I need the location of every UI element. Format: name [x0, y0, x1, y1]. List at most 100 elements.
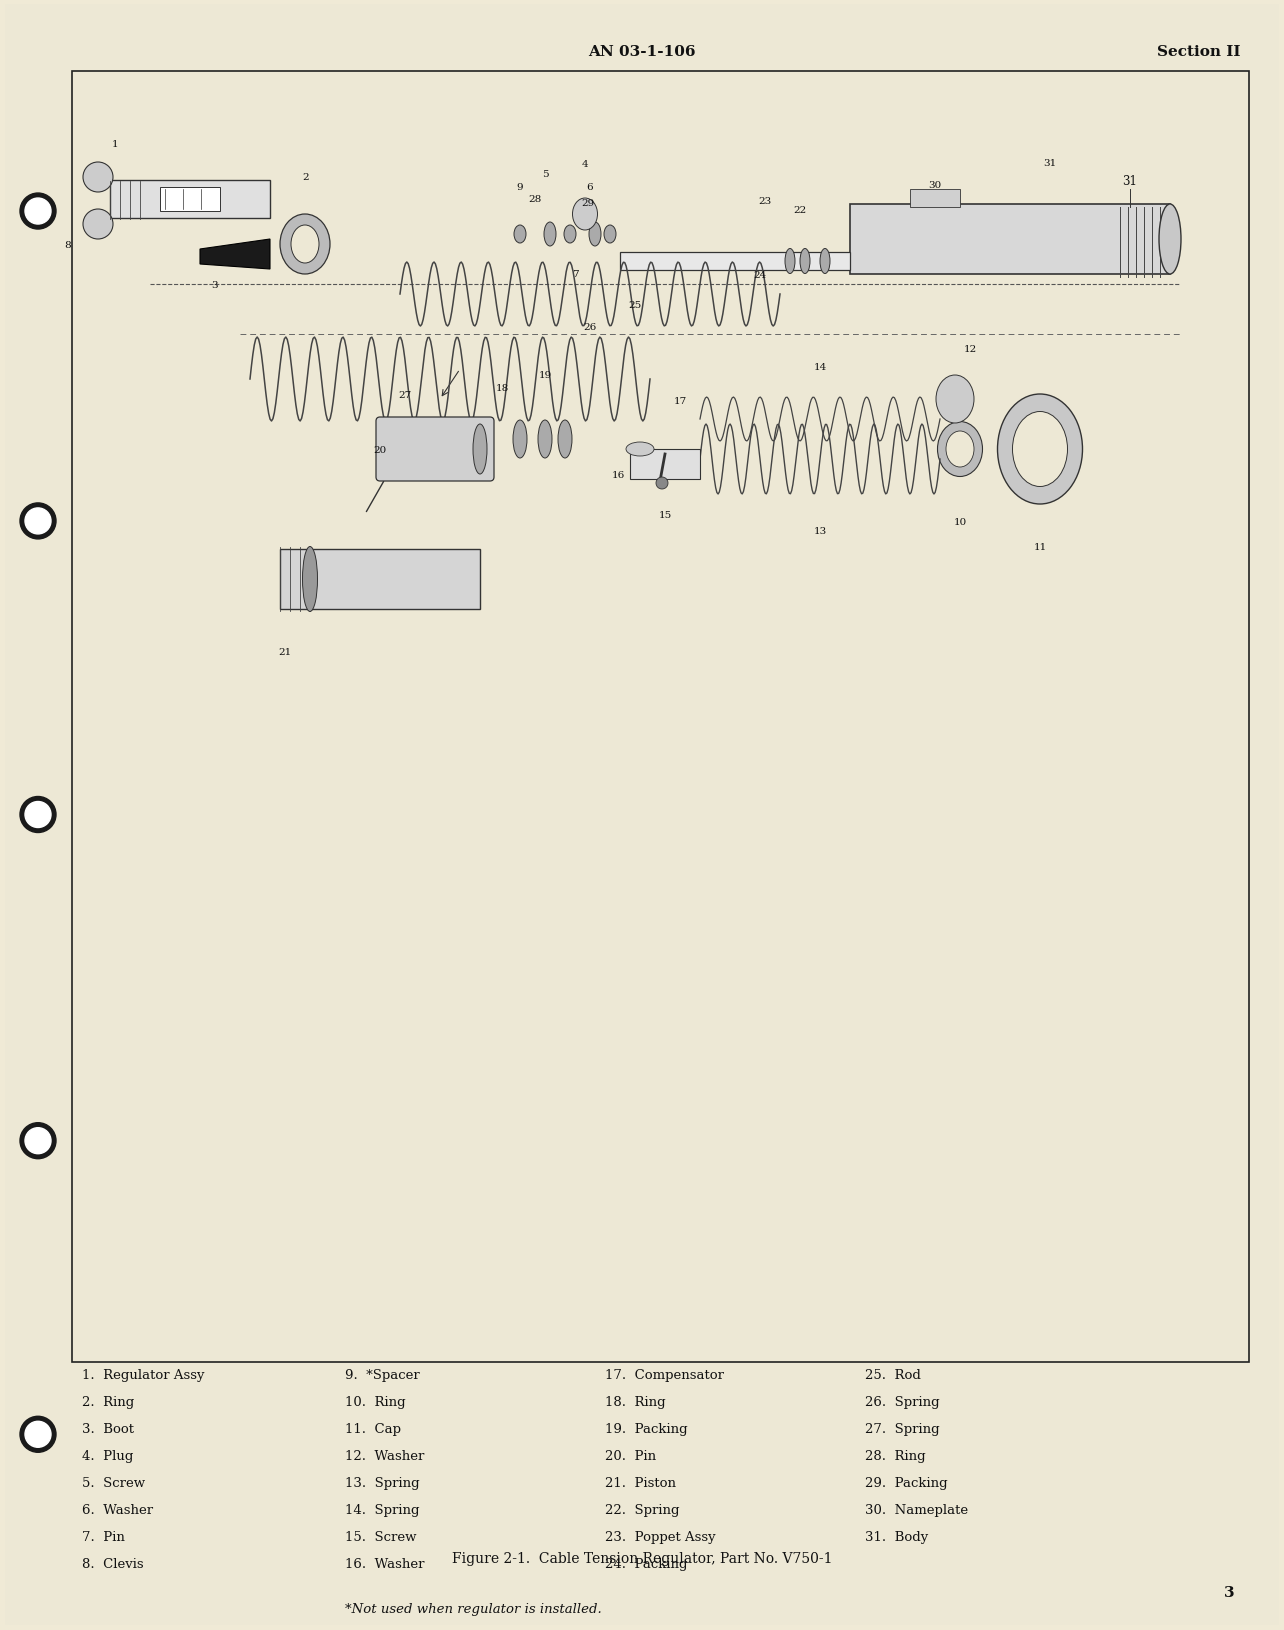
Text: 31: 31	[1122, 174, 1138, 187]
Text: 30.  Nameplate: 30. Nameplate	[865, 1503, 968, 1516]
Ellipse shape	[820, 249, 829, 274]
Ellipse shape	[1013, 412, 1067, 487]
FancyBboxPatch shape	[850, 205, 1170, 275]
Ellipse shape	[627, 443, 654, 456]
Text: 3: 3	[212, 282, 218, 290]
Circle shape	[24, 1128, 51, 1154]
Text: 24: 24	[754, 271, 767, 279]
Ellipse shape	[544, 223, 556, 246]
Text: 18.  Ring: 18. Ring	[605, 1395, 665, 1408]
Text: 27.  Spring: 27. Spring	[865, 1423, 940, 1436]
Text: 5.  Screw: 5. Screw	[82, 1477, 145, 1490]
Text: 8: 8	[64, 240, 72, 249]
Text: 20: 20	[374, 445, 386, 455]
Ellipse shape	[937, 422, 982, 478]
Text: 21.  Piston: 21. Piston	[605, 1477, 675, 1490]
Text: 3.  Boot: 3. Boot	[82, 1423, 134, 1436]
Text: 11: 11	[1034, 543, 1046, 551]
Text: 14: 14	[813, 363, 827, 372]
Text: 1.  Regulator Assy: 1. Regulator Assy	[82, 1369, 204, 1382]
Text: 6: 6	[587, 183, 593, 191]
Ellipse shape	[564, 227, 577, 244]
FancyBboxPatch shape	[5, 5, 1279, 1625]
Text: 23.  Poppet Assy: 23. Poppet Assy	[605, 1531, 715, 1544]
Ellipse shape	[1159, 205, 1181, 275]
Text: 4: 4	[582, 160, 588, 168]
Text: 22: 22	[794, 205, 806, 215]
Ellipse shape	[291, 227, 318, 264]
Text: 23: 23	[759, 197, 772, 207]
Circle shape	[24, 802, 51, 828]
Text: 7.  Pin: 7. Pin	[82, 1531, 125, 1544]
Circle shape	[24, 1421, 51, 1447]
Circle shape	[21, 1416, 56, 1452]
Circle shape	[83, 210, 113, 240]
FancyBboxPatch shape	[620, 253, 850, 271]
Ellipse shape	[559, 421, 571, 458]
Ellipse shape	[303, 548, 317, 613]
Text: 13.  Spring: 13. Spring	[345, 1477, 420, 1490]
Text: 11.  Cap: 11. Cap	[345, 1423, 401, 1436]
Text: 17.  Compensator: 17. Compensator	[605, 1369, 724, 1382]
Text: 24.  Packing: 24. Packing	[605, 1558, 687, 1571]
Text: 21: 21	[279, 647, 291, 657]
Text: 10: 10	[954, 517, 967, 526]
Text: 31: 31	[1044, 158, 1057, 168]
Text: 9.  *Spacer: 9. *Spacer	[345, 1369, 420, 1382]
Text: 15: 15	[659, 510, 672, 520]
FancyBboxPatch shape	[630, 450, 700, 479]
Text: 29: 29	[582, 199, 594, 207]
Text: 18: 18	[496, 383, 508, 393]
Text: 16.  Washer: 16. Washer	[345, 1558, 425, 1571]
Ellipse shape	[514, 227, 526, 244]
Circle shape	[24, 509, 51, 535]
Text: 4.  Plug: 4. Plug	[82, 1449, 134, 1462]
Circle shape	[21, 1123, 56, 1159]
Text: 17: 17	[673, 398, 687, 406]
FancyBboxPatch shape	[160, 187, 220, 212]
Circle shape	[83, 163, 113, 192]
Text: 13: 13	[813, 526, 827, 536]
FancyBboxPatch shape	[910, 189, 960, 209]
Ellipse shape	[946, 432, 975, 468]
Text: *Not used when regulator is installed.: *Not used when regulator is installed.	[345, 1602, 602, 1615]
Text: 25.  Rod: 25. Rod	[865, 1369, 921, 1382]
Ellipse shape	[538, 421, 552, 458]
Text: 30: 30	[928, 181, 941, 189]
FancyBboxPatch shape	[376, 417, 494, 482]
Text: 10.  Ring: 10. Ring	[345, 1395, 406, 1408]
Circle shape	[21, 194, 56, 230]
FancyBboxPatch shape	[72, 72, 1249, 1363]
Text: 1: 1	[112, 140, 118, 148]
Text: 26: 26	[583, 323, 597, 331]
Text: 25: 25	[628, 300, 642, 310]
Ellipse shape	[603, 227, 616, 244]
Text: 2.  Ring: 2. Ring	[82, 1395, 135, 1408]
Ellipse shape	[800, 249, 810, 274]
Ellipse shape	[280, 215, 330, 275]
Text: 19.  Packing: 19. Packing	[605, 1423, 688, 1436]
Text: Section II: Section II	[1157, 46, 1240, 59]
Ellipse shape	[573, 199, 597, 231]
Text: 12.  Washer: 12. Washer	[345, 1449, 425, 1462]
Text: AN 03-1-106: AN 03-1-106	[588, 46, 696, 59]
Text: 19: 19	[538, 372, 552, 380]
Text: 3: 3	[1224, 1584, 1234, 1599]
Text: 27: 27	[398, 390, 412, 399]
Ellipse shape	[589, 223, 601, 246]
Text: 20.  Pin: 20. Pin	[605, 1449, 656, 1462]
Circle shape	[656, 478, 668, 489]
Circle shape	[21, 504, 56, 540]
Text: 29.  Packing: 29. Packing	[865, 1477, 948, 1490]
Text: Figure 2-1.  Cable Tension Regulator, Part No. V750-1: Figure 2-1. Cable Tension Regulator, Par…	[452, 1552, 832, 1565]
Ellipse shape	[514, 421, 526, 458]
Text: 22.  Spring: 22. Spring	[605, 1503, 679, 1516]
Ellipse shape	[936, 377, 975, 424]
Text: 26.  Spring: 26. Spring	[865, 1395, 940, 1408]
Text: 15.  Screw: 15. Screw	[345, 1531, 416, 1544]
Text: 14.  Spring: 14. Spring	[345, 1503, 420, 1516]
Circle shape	[24, 199, 51, 225]
Text: 9: 9	[516, 183, 524, 191]
Text: 28.  Ring: 28. Ring	[865, 1449, 926, 1462]
Ellipse shape	[785, 249, 795, 274]
